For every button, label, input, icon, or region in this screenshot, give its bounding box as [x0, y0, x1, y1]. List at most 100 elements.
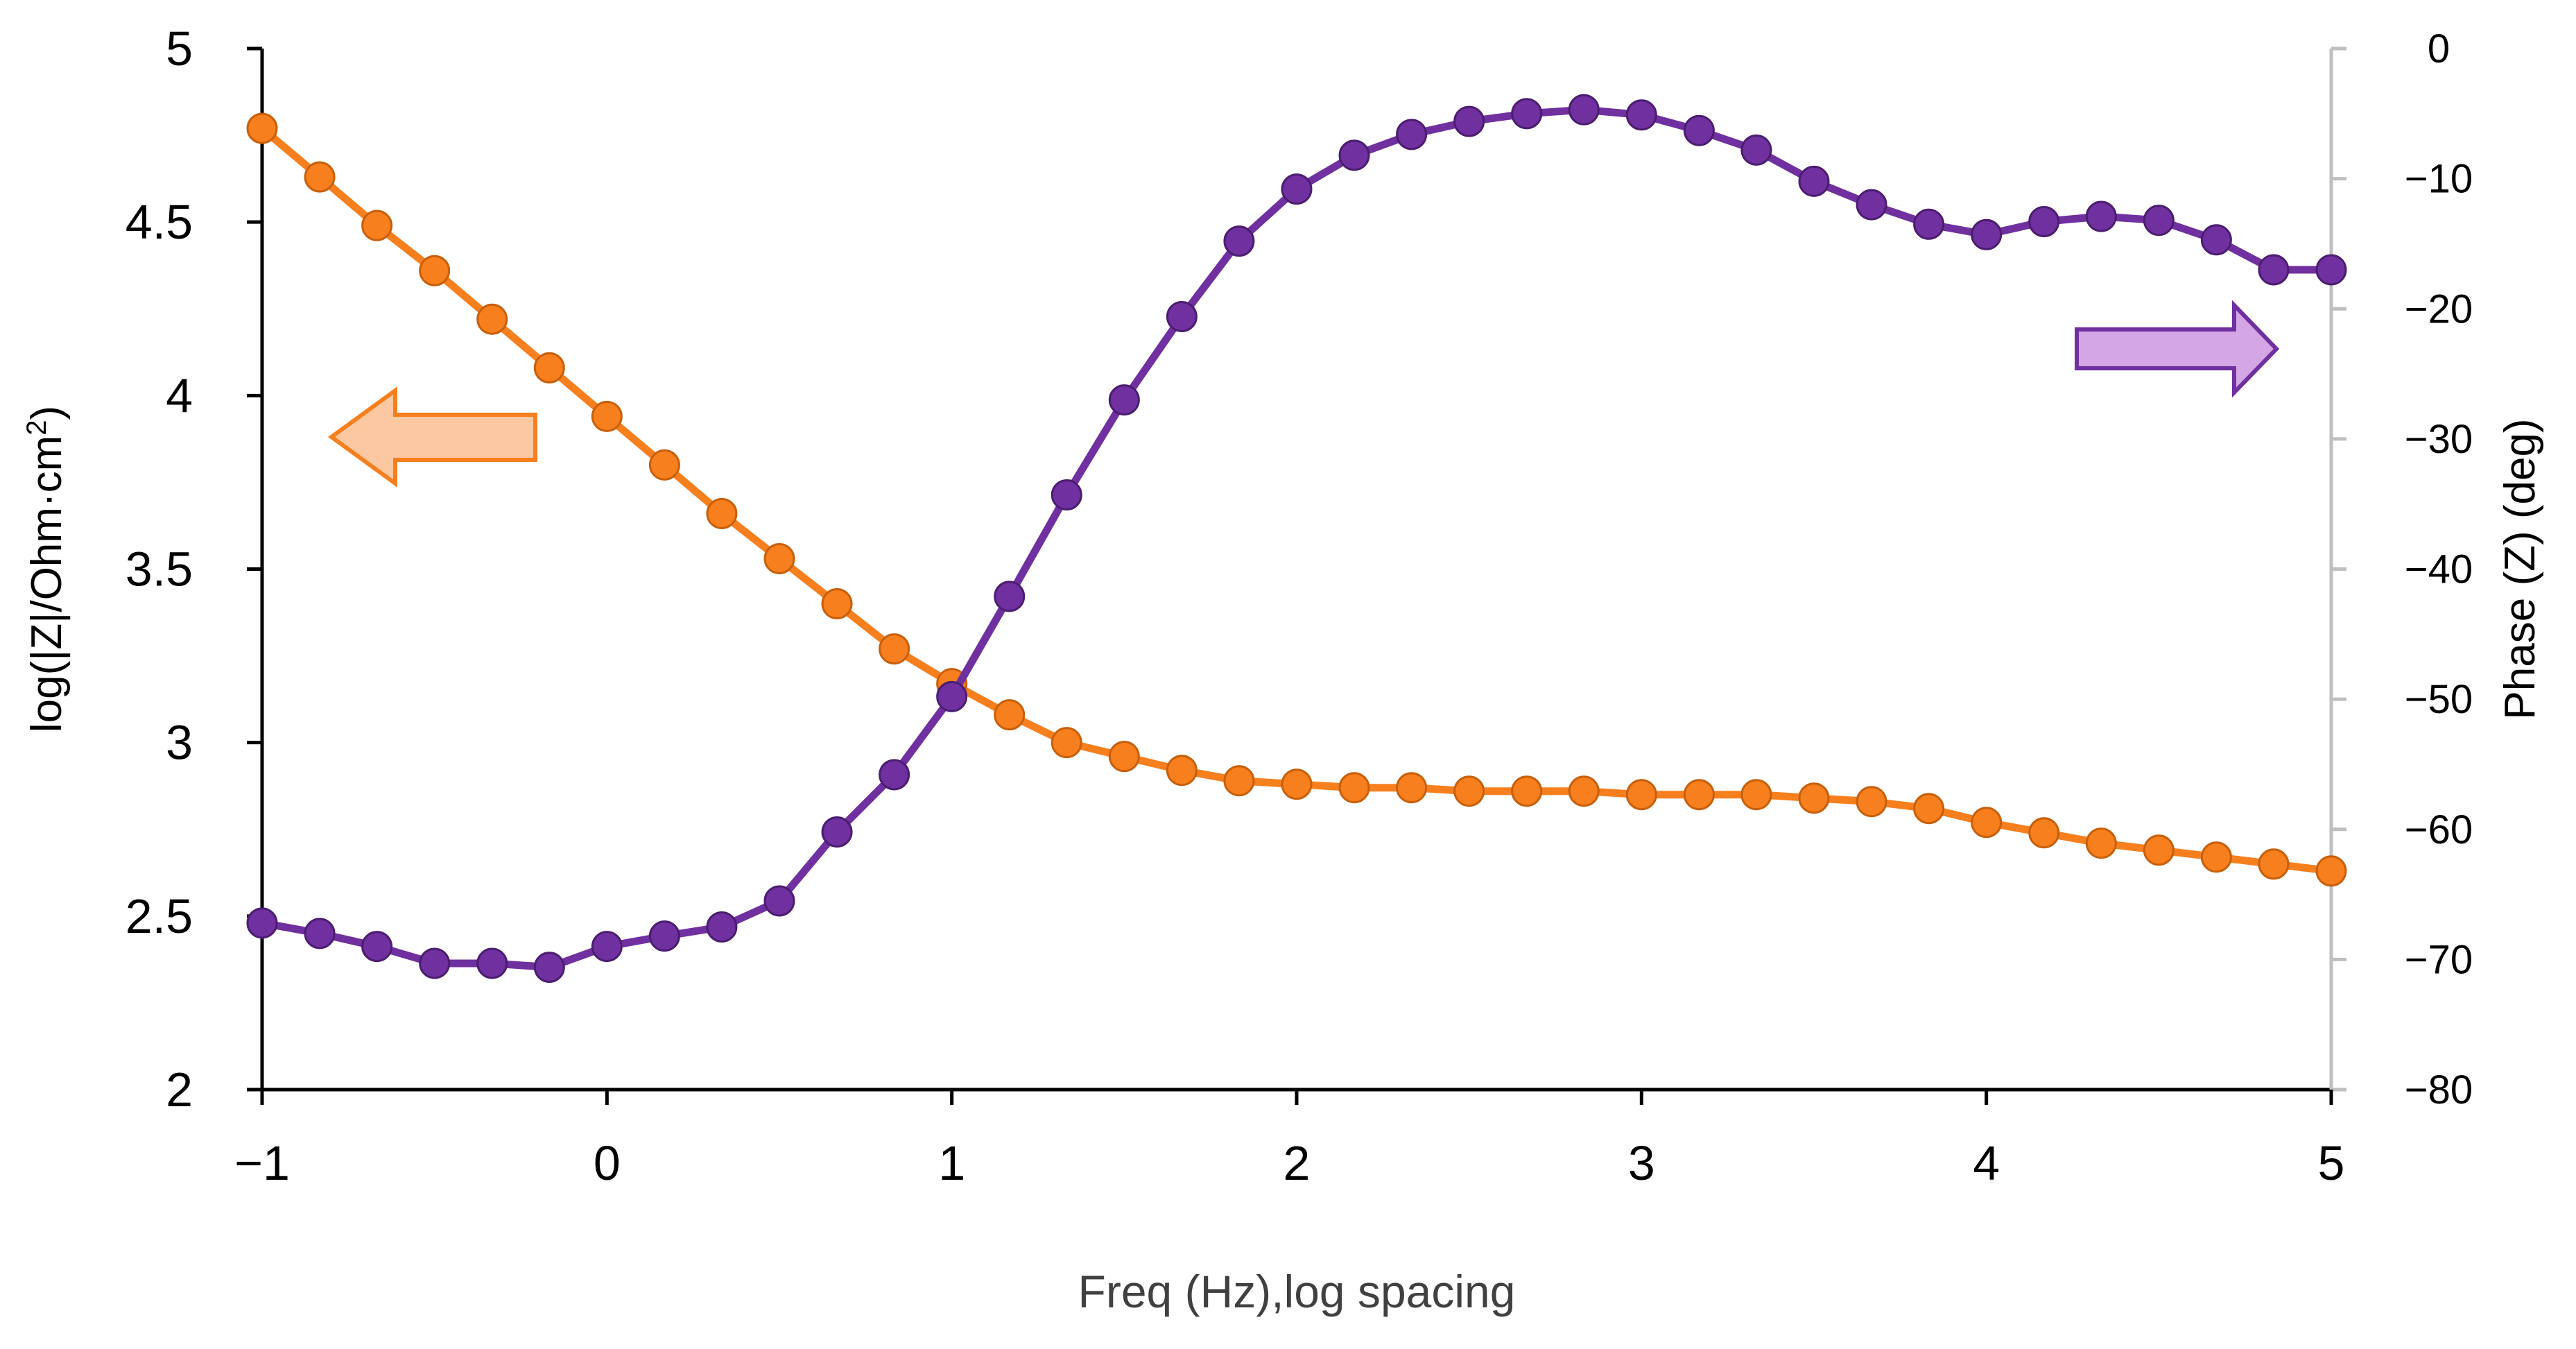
impedance-data-point [1453, 775, 1485, 807]
phase-data-point [591, 931, 623, 963]
impedance-data-point [591, 400, 623, 432]
y-left-tick-label: 4 [166, 368, 193, 422]
impedance-data-point [2085, 827, 2117, 859]
phase-data-point [1108, 384, 1140, 416]
phase-series-line [258, 105, 2335, 972]
impedance-data-point [994, 699, 1026, 731]
phase-data-point [706, 911, 738, 943]
y-left-tick-label: 2.5 [126, 889, 193, 943]
y-right-tick-label: 0 [2428, 26, 2450, 71]
phase-data-point [2143, 205, 2175, 237]
impedance-data-point [2143, 834, 2175, 866]
y-right-tick-label: −20 [2405, 286, 2473, 332]
impedance-data-point [1856, 786, 1887, 818]
phase-data-point [1856, 189, 1887, 221]
impedance-data-point [763, 542, 795, 574]
y-left-tick-label: 2 [166, 1063, 193, 1117]
phase-data-point [1453, 105, 1485, 137]
x-tick-label: 0 [594, 1136, 621, 1190]
y-left-tick-label: 3.5 [126, 542, 193, 596]
phase-data-point [1396, 119, 1428, 151]
impedance-data-point [1396, 772, 1428, 804]
impedance-data-point [1281, 768, 1313, 800]
phase-data-point [533, 952, 565, 983]
phase-data-point [1971, 218, 2003, 250]
phase-data-point [2085, 200, 2117, 232]
phase-data-point [1338, 139, 1370, 171]
right-axis-arrow-icon [2075, 300, 2280, 398]
x-tick-label: 2 [1283, 1136, 1311, 1190]
y-right-tick-label: −30 [2405, 417, 2473, 462]
phase-data-point [361, 931, 393, 963]
impedance-data-point [1051, 727, 1082, 759]
y-right-tick-label: −80 [2405, 1067, 2473, 1112]
phase-data-point [419, 947, 451, 979]
phase-data-point [2200, 224, 2232, 256]
impedance-data-point [1740, 779, 1772, 811]
x-tick-label: 3 [1628, 1136, 1655, 1190]
impedance-data-point [1913, 793, 1945, 825]
impedance-data-point [879, 633, 910, 665]
phase-data-point [304, 918, 336, 950]
impedance-data-point [706, 497, 738, 529]
impedance-data-point [1625, 779, 1657, 811]
phase-data-point [1223, 225, 1255, 257]
impedance-data-point [1166, 755, 1198, 787]
impedance-data-point [821, 588, 853, 620]
impedance-data-point [1108, 741, 1140, 773]
phase-data-point [1913, 208, 1945, 240]
phase-data-point [1625, 99, 1657, 131]
phase-data-point [994, 581, 1026, 612]
impedance-data-point [2028, 817, 2060, 849]
phase-data-point [476, 947, 508, 979]
impedance-data-point [1568, 775, 1600, 807]
impedance-series-line [258, 124, 2335, 875]
phase-data-point [246, 907, 278, 939]
left-axis-arrow-icon [327, 386, 537, 488]
impedance-data-point [2200, 841, 2232, 873]
impedance-data-point [304, 161, 336, 193]
phase-data-point [1683, 114, 1715, 146]
impedance-data-point [648, 449, 680, 481]
x-axis-title: Freq (Hz),log spacing [1078, 1266, 1516, 1317]
phase-data-point [2258, 254, 2290, 286]
phase-data-point [879, 759, 910, 791]
phase-data-point [1568, 94, 1600, 126]
y-right-tick-label: −50 [2405, 677, 2473, 722]
impedance-data-point [2258, 848, 2290, 880]
phase-data-point [821, 816, 853, 848]
y-left-tick-label: 4.5 [126, 195, 193, 249]
y-left-axis-title: log(|Z|/Ohm·cm2) [21, 406, 71, 732]
y-right-tick-label: −70 [2405, 937, 2473, 982]
phase-data-point [936, 680, 968, 712]
x-tick-label: −1 [234, 1136, 290, 1190]
impedance-data-point [1971, 807, 2003, 839]
impedance-data-point [361, 209, 393, 241]
x-tick-label: 5 [2318, 1136, 2345, 1190]
phase-data-point [648, 920, 680, 952]
y-left-tick-label: 3 [166, 716, 193, 770]
phase-data-point [1740, 134, 1772, 166]
phase-data-point [1511, 98, 1543, 130]
y-left-tick-label: 5 [166, 22, 193, 76]
x-tick-label: 1 [938, 1136, 965, 1190]
phase-data-point [1798, 165, 1830, 197]
y-right-tick-label: −40 [2405, 547, 2473, 592]
phase-data-point [2315, 254, 2347, 286]
x-tick-label: 4 [1973, 1136, 2000, 1190]
impedance-data-point [1338, 772, 1370, 804]
y-right-tick-label: −10 [2405, 157, 2473, 202]
phase-data-point [1166, 301, 1198, 333]
impedance-data-point [533, 352, 565, 384]
impedance-data-point [476, 303, 508, 335]
impedance-data-point [419, 255, 451, 286]
impedance-data-point [1223, 765, 1255, 797]
impedance-data-point [2315, 855, 2347, 887]
impedance-data-point [1511, 775, 1543, 807]
phase-data-point [1281, 173, 1313, 205]
impedance-data-point [1683, 779, 1715, 811]
phase-data-point [763, 885, 795, 917]
impedance-data-point [1798, 782, 1830, 814]
